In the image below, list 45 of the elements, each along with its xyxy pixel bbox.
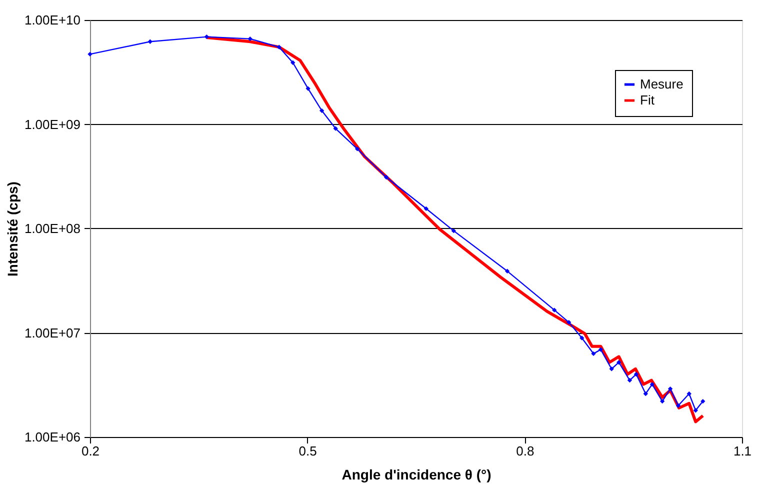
point: [204, 34, 209, 40]
point: [616, 360, 622, 365]
point: [700, 398, 706, 404]
legend-label: Mesure: [640, 76, 684, 92]
y-tick-label: 1.00E+06: [24, 430, 80, 444]
legend-label: Fit: [640, 92, 655, 108]
point: [591, 351, 596, 356]
point: [276, 44, 282, 50]
x-tick-label: 1.1: [733, 444, 752, 458]
y-tick-label: 1.00E+09: [24, 116, 80, 132]
point: [693, 408, 698, 413]
point: [290, 60, 296, 65]
line-series: [205, 36, 704, 424]
point: [552, 308, 557, 312]
point: [627, 378, 632, 383]
point: [686, 391, 692, 396]
y-tick-label: 1.00E+08: [24, 221, 80, 236]
y-tick-label: 1.00E+10: [24, 12, 80, 28]
point: [660, 398, 665, 404]
point: [643, 391, 648, 396]
point: [306, 86, 310, 91]
y-tick-label: 1.00E+07: [24, 325, 80, 340]
point: [504, 268, 510, 274]
point: [384, 174, 389, 180]
point: [148, 39, 152, 44]
point: [634, 372, 639, 377]
point: [580, 336, 584, 340]
point: [676, 403, 681, 408]
point: [354, 146, 360, 152]
point: [451, 228, 456, 234]
y-axis-title: Intensité (cps): [4, 182, 20, 276]
point: [319, 108, 324, 114]
x-tick-label: 0.2: [81, 444, 100, 458]
x-axis-title: Angle d'incidence θ (°): [342, 466, 492, 482]
point: [668, 386, 673, 392]
point: [609, 366, 614, 372]
point: [650, 382, 655, 387]
point: [566, 320, 572, 325]
point: [424, 206, 428, 212]
x-tick-label: 0.8: [516, 444, 534, 458]
point: [248, 36, 252, 42]
point: [333, 126, 338, 131]
point: [598, 347, 604, 352]
point: [88, 52, 92, 57]
x-tick-label: 0.5: [298, 444, 317, 458]
